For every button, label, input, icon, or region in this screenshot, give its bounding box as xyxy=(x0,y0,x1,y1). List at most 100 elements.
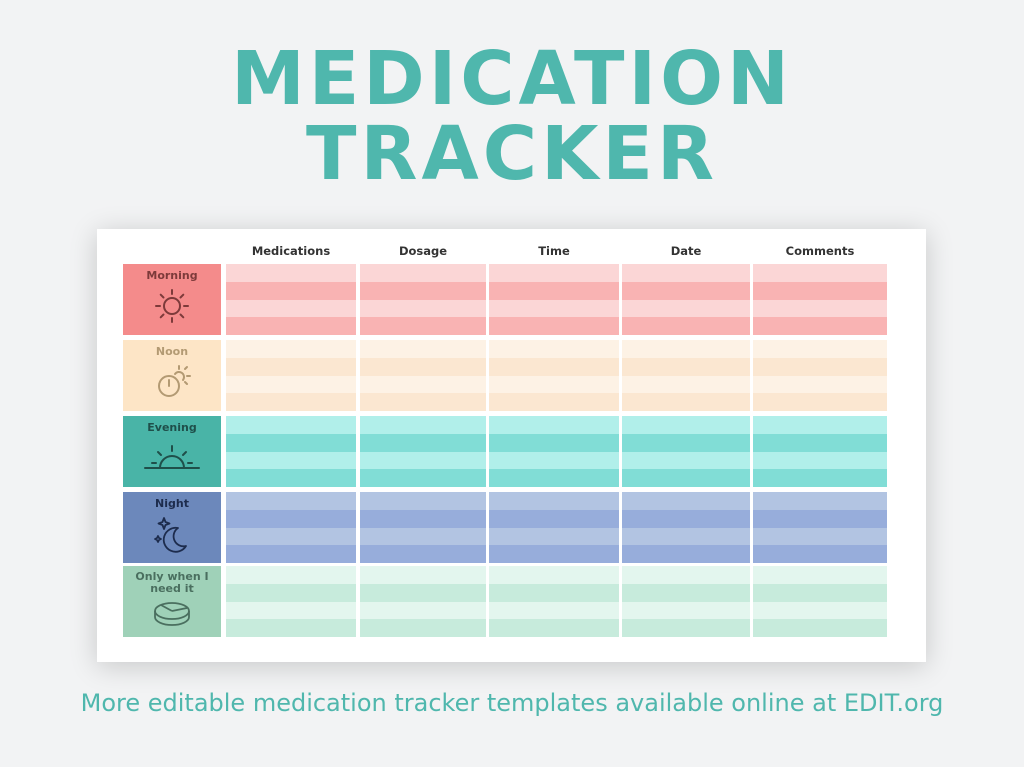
row-label-night: Night xyxy=(123,492,221,563)
cell-stripe xyxy=(226,375,356,394)
cell-stripe xyxy=(360,433,486,452)
table-cell[interactable] xyxy=(622,264,750,335)
cell-stripe xyxy=(360,583,486,602)
cell-stripe xyxy=(226,357,356,376)
column-header-dosage: Dosage xyxy=(398,244,448,258)
title-line-2: TRACKER xyxy=(306,111,718,197)
cell-stripe xyxy=(226,433,356,452)
cell-stripe xyxy=(753,601,887,620)
table-cell[interactable] xyxy=(360,492,486,563)
row-morning: Morning xyxy=(123,264,889,335)
pill-icon xyxy=(154,602,190,626)
cell-stripe xyxy=(753,451,887,470)
cell-stripe xyxy=(622,393,750,411)
cell-stripe xyxy=(622,566,750,584)
table-cell[interactable] xyxy=(226,340,356,411)
cell-stripe xyxy=(489,317,619,335)
cell-stripe xyxy=(753,281,887,300)
column-header-medications: Medications xyxy=(251,244,331,258)
row-label-morning: Morning xyxy=(123,264,221,335)
table-cell[interactable] xyxy=(360,566,486,637)
cell-stripe xyxy=(753,393,887,411)
table-cell[interactable] xyxy=(753,566,887,637)
cell-stripe xyxy=(753,264,887,282)
cell-stripe xyxy=(360,393,486,411)
cell-stripe xyxy=(622,527,750,546)
cell-stripe xyxy=(226,601,356,620)
table-cell[interactable] xyxy=(622,340,750,411)
cell-stripe xyxy=(360,527,486,546)
table-cell[interactable] xyxy=(226,264,356,335)
cell-stripe xyxy=(753,566,887,584)
table-cell[interactable] xyxy=(360,416,486,487)
cell-stripe xyxy=(360,545,486,563)
cell-stripe xyxy=(489,492,619,510)
column-header-date: Date xyxy=(670,244,702,258)
cell-stripe xyxy=(489,375,619,394)
cell-stripe xyxy=(753,317,887,335)
row-label-text: Only when I need it xyxy=(135,570,209,595)
cell-stripe xyxy=(489,509,619,528)
cell-stripe xyxy=(489,299,619,318)
cell-stripe xyxy=(226,299,356,318)
table-cell[interactable] xyxy=(753,416,887,487)
cell-stripe xyxy=(753,545,887,563)
cell-stripe xyxy=(226,416,356,434)
table-cell[interactable] xyxy=(360,264,486,335)
table-cell[interactable] xyxy=(489,566,619,637)
row-night: Night xyxy=(123,492,889,563)
cell-stripe xyxy=(753,619,887,637)
table-cell[interactable] xyxy=(226,492,356,563)
cell-stripe xyxy=(622,340,750,358)
sun-clock-icon xyxy=(158,365,191,397)
cell-stripe xyxy=(622,375,750,394)
table-cell[interactable] xyxy=(753,492,887,563)
cell-stripe xyxy=(226,264,356,282)
table-cell[interactable] xyxy=(622,492,750,563)
cell-stripe xyxy=(753,433,887,452)
cell-stripe xyxy=(753,583,887,602)
cell-stripe xyxy=(360,281,486,300)
cell-stripe xyxy=(226,492,356,510)
row-label-text: Morning xyxy=(146,269,198,282)
table-cell[interactable] xyxy=(489,492,619,563)
table-cell[interactable] xyxy=(489,340,619,411)
row-label-text: Noon xyxy=(155,345,189,358)
tracker-table: Medications Dosage Time Date Comments Mo… xyxy=(97,229,926,662)
cell-stripe xyxy=(622,619,750,637)
table-cell[interactable] xyxy=(622,566,750,637)
cell-stripe xyxy=(489,416,619,434)
row-label-evening: Evening xyxy=(123,416,221,487)
cell-stripe xyxy=(489,527,619,546)
cell-stripe xyxy=(360,317,486,335)
table-cell[interactable] xyxy=(753,264,887,335)
cell-stripe xyxy=(226,566,356,584)
cell-stripe xyxy=(360,357,486,376)
cell-stripe xyxy=(622,264,750,282)
row-noon: Noon xyxy=(123,340,889,411)
cell-stripe xyxy=(622,492,750,510)
table-cell[interactable] xyxy=(622,416,750,487)
cell-stripe xyxy=(753,340,887,358)
column-header-time: Time xyxy=(538,244,570,258)
cell-stripe xyxy=(622,299,750,318)
cell-stripe xyxy=(360,601,486,620)
moon-stars-icon xyxy=(154,517,187,553)
cell-stripe xyxy=(622,357,750,376)
cell-stripe xyxy=(489,566,619,584)
cell-stripe xyxy=(226,451,356,470)
table-cell[interactable] xyxy=(360,340,486,411)
table-cell[interactable] xyxy=(489,416,619,487)
cell-stripe xyxy=(622,317,750,335)
cell-stripe xyxy=(226,583,356,602)
cell-stripe xyxy=(226,317,356,335)
cell-stripe xyxy=(226,393,356,411)
cell-stripe xyxy=(489,601,619,620)
cell-stripe xyxy=(622,545,750,563)
row-label-noon: Noon xyxy=(123,340,221,411)
table-cell[interactable] xyxy=(226,416,356,487)
table-cell[interactable] xyxy=(489,264,619,335)
table-cell[interactable] xyxy=(226,566,356,637)
table-cell[interactable] xyxy=(753,340,887,411)
cell-stripe xyxy=(489,451,619,470)
